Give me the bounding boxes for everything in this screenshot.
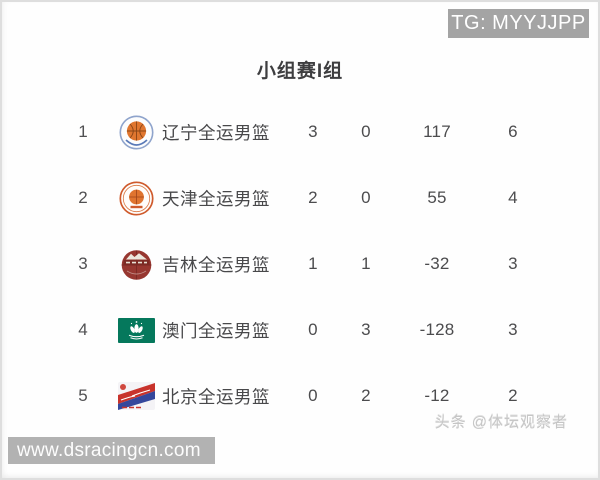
team-name: 辽宁全运男篮 <box>162 122 270 143</box>
team-points: 4 <box>508 188 518 207</box>
team-rank: 1 <box>78 122 88 141</box>
team-point-diff: 117 <box>423 122 451 141</box>
team-wins: 0 <box>308 386 318 405</box>
team-losses: 0 <box>361 122 371 141</box>
team-points: 3 <box>508 320 518 339</box>
team-wins: 1 <box>308 254 318 273</box>
team-wins: 2 <box>308 188 318 207</box>
team-rank: 2 <box>78 188 88 207</box>
team-rank: 5 <box>78 386 88 405</box>
tg-watermark-text: TG: MYYJJPP <box>451 12 586 34</box>
team-rank: 4 <box>78 320 88 339</box>
team-rank: 3 <box>78 254 88 273</box>
team-points: 2 <box>508 386 518 405</box>
team-losses: 0 <box>361 188 371 207</box>
team-losses: 3 <box>361 320 371 339</box>
jilin-team-logo-icon <box>114 247 158 282</box>
macau-flag-icon <box>114 317 158 343</box>
beijing-team-logo-icon <box>114 382 158 410</box>
team-points: 6 <box>508 122 518 141</box>
team-point-diff: 55 <box>427 188 447 207</box>
table-row: 1 辽宁全运男篮 3 0 117 6 <box>0 99 600 165</box>
liaoning-team-logo-icon <box>114 114 158 150</box>
team-wins: 0 <box>308 320 318 339</box>
team-losses: 2 <box>361 386 371 405</box>
team-losses: 1 <box>361 254 371 273</box>
author-credit-watermark: 头条 @体坛观察者 <box>434 414 568 431</box>
table-row: 5 北京全运男篮 0 2 -12 2 <box>0 363 600 429</box>
team-points: 3 <box>508 254 518 273</box>
page-title: 小组赛I组 <box>256 61 344 82</box>
site-watermark-text: www.dsracingcn.com <box>17 439 201 461</box>
team-point-diff: -128 <box>419 320 455 339</box>
team-name: 天津全运男篮 <box>162 188 270 209</box>
team-point-diff: -12 <box>424 386 450 405</box>
table-row: 3 吉林全运男篮 1 1 -32 3 <box>0 231 600 297</box>
table-row: 2 天津全运男篮 2 0 55 4 <box>0 165 600 231</box>
team-name: 吉林全运男篮 <box>162 254 270 275</box>
team-name: 北京全运男篮 <box>162 386 270 407</box>
table-row: 4 澳门全运男篮 0 3 -128 <box>0 297 600 363</box>
standings-table: 1 辽宁全运男篮 3 0 117 6 2 <box>0 99 600 429</box>
site-watermark-badge: www.dsracingcn.com <box>8 437 215 464</box>
team-point-diff: -32 <box>424 254 450 273</box>
team-wins: 3 <box>308 122 318 141</box>
tianjin-team-logo-icon <box>114 180 158 216</box>
team-name: 澳门全运男篮 <box>162 320 270 341</box>
tg-watermark-badge: TG: MYYJJPP <box>448 9 589 38</box>
